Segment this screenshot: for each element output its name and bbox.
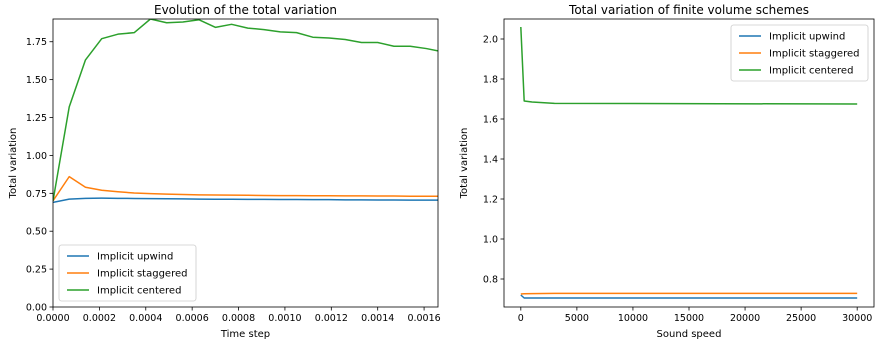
chart-title: Total variation of finite volume schemes	[568, 3, 809, 17]
x-tick-label: 0.0016	[407, 313, 440, 324]
series-line-implicit-staggered	[53, 175, 438, 202]
y-tick-label: 2.0	[483, 35, 498, 46]
y-axis-label: Total variation	[459, 128, 470, 200]
x-axis-label: Time step	[220, 329, 270, 340]
series-lines	[520, 26, 858, 299]
y-tick-label: 1.8	[483, 75, 498, 86]
legend-label: Implicit upwind	[97, 252, 173, 263]
y-tick-label: 1.00	[26, 151, 47, 162]
y-tick-label: 0.50	[26, 227, 47, 238]
legend-label: Implicit staggered	[97, 269, 187, 280]
y-tick-label: 0.8	[483, 275, 498, 286]
x-tick-label: 20000	[730, 313, 760, 324]
x-tick-label: 0.0012	[315, 313, 348, 324]
x-tick-label: 0.0014	[361, 313, 394, 324]
x-tick-label: 0.0004	[129, 313, 162, 324]
y-tick-label: 0.75	[26, 189, 47, 200]
chart-finite-volume-schemes: Total variation of finite volume schemes…	[459, 3, 875, 340]
legend-box	[58, 244, 197, 302]
legend-label: Implicit centered	[769, 66, 853, 77]
series-lines	[53, 19, 438, 204]
series-line-implicit-staggered	[520, 292, 858, 295]
legend-label: Implicit centered	[97, 286, 181, 297]
series-line-implicit-centered	[520, 26, 858, 105]
x-tick-label: 0.0002	[83, 313, 116, 324]
y-tick-label: 1.2	[483, 195, 498, 206]
axes-frame	[52, 18, 439, 308]
chart-title: Evolution of the total variation	[154, 3, 337, 17]
series-line-implicit-centered	[53, 19, 438, 202]
legend: Implicit upwind Implicit staggered Implici…	[58, 244, 197, 302]
x-tick-label: 30000	[842, 313, 872, 324]
y-tick-label: 0.00	[26, 303, 47, 314]
series-line-implicit-upwind	[53, 197, 438, 204]
x-tick-label: 25000	[786, 313, 816, 324]
x-tick-label: 15000	[674, 313, 704, 324]
x-tick-label: 10000	[618, 313, 648, 324]
y-tick-label: 1.50	[26, 75, 47, 86]
x-axis-label: Sound speed	[657, 329, 722, 340]
legend-label: Implicit staggered	[769, 49, 859, 60]
y-tick-label: 1.75	[26, 37, 47, 48]
x-tick-label: 0.0000	[36, 313, 69, 324]
y-tick-label: 1.0	[483, 235, 498, 246]
legend-label: Implicit upwind	[769, 32, 845, 43]
x-tick-label: 0.0008	[222, 313, 255, 324]
legend: Implicit upwind Implicit staggered Implici…	[730, 24, 869, 82]
x-tick-label: 0.0006	[176, 313, 209, 324]
y-tick-label: 1.4	[483, 155, 498, 166]
y-tick-label: 1.25	[26, 113, 47, 124]
x-tick-label: 0	[518, 313, 524, 324]
x-tick-label: 0.0010	[268, 313, 301, 324]
y-tick-label: 0.25	[26, 265, 47, 276]
y-tick-label: 1.6	[483, 115, 498, 126]
series-line-implicit-upwind	[520, 294, 858, 299]
legend-box	[730, 24, 869, 82]
x-tick-label: 5000	[565, 313, 589, 324]
chart-total-variation-evolution: Evolution of the total variation Time st…	[8, 3, 441, 340]
y-axis-label: Total variation	[8, 128, 19, 200]
